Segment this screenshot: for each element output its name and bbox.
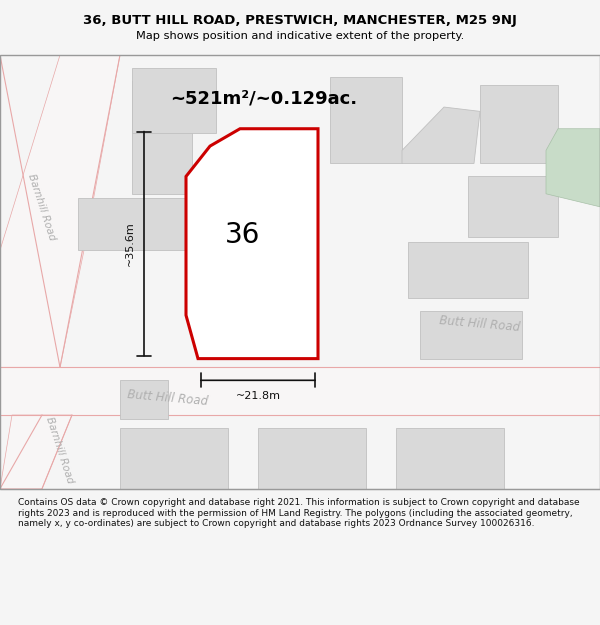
Polygon shape (0, 368, 600, 415)
Text: 36: 36 (225, 221, 260, 249)
Bar (120, 380, 168, 419)
Bar (408, 241, 528, 298)
Polygon shape (402, 107, 480, 163)
Bar (0, 55, 600, 489)
Text: Barnhill Road: Barnhill Road (44, 415, 76, 484)
Bar (468, 176, 558, 237)
Text: Barnhill Road: Barnhill Road (26, 173, 58, 241)
Bar (120, 428, 228, 489)
Text: Map shows position and indicative extent of the property.: Map shows position and indicative extent… (136, 31, 464, 41)
Polygon shape (0, 415, 72, 489)
Text: ~35.6m: ~35.6m (125, 221, 135, 266)
Polygon shape (546, 129, 600, 207)
Bar (132, 68, 216, 133)
Bar (420, 311, 522, 359)
Bar (396, 428, 504, 489)
Text: ~521m²/~0.129ac.: ~521m²/~0.129ac. (170, 89, 358, 107)
Text: Butt Hill Road: Butt Hill Road (439, 314, 521, 334)
Bar (78, 198, 186, 250)
Polygon shape (186, 129, 318, 359)
Bar (330, 77, 402, 163)
Bar (132, 81, 192, 194)
Bar (258, 428, 366, 489)
Polygon shape (0, 55, 120, 368)
Bar (480, 86, 558, 163)
Text: Contains OS data © Crown copyright and database right 2021. This information is : Contains OS data © Crown copyright and d… (18, 498, 580, 528)
Text: 36, BUTT HILL ROAD, PRESTWICH, MANCHESTER, M25 9NJ: 36, BUTT HILL ROAD, PRESTWICH, MANCHESTE… (83, 14, 517, 27)
Text: Butt Hill Road: Butt Hill Road (127, 388, 209, 408)
Text: ~21.8m: ~21.8m (235, 391, 281, 401)
